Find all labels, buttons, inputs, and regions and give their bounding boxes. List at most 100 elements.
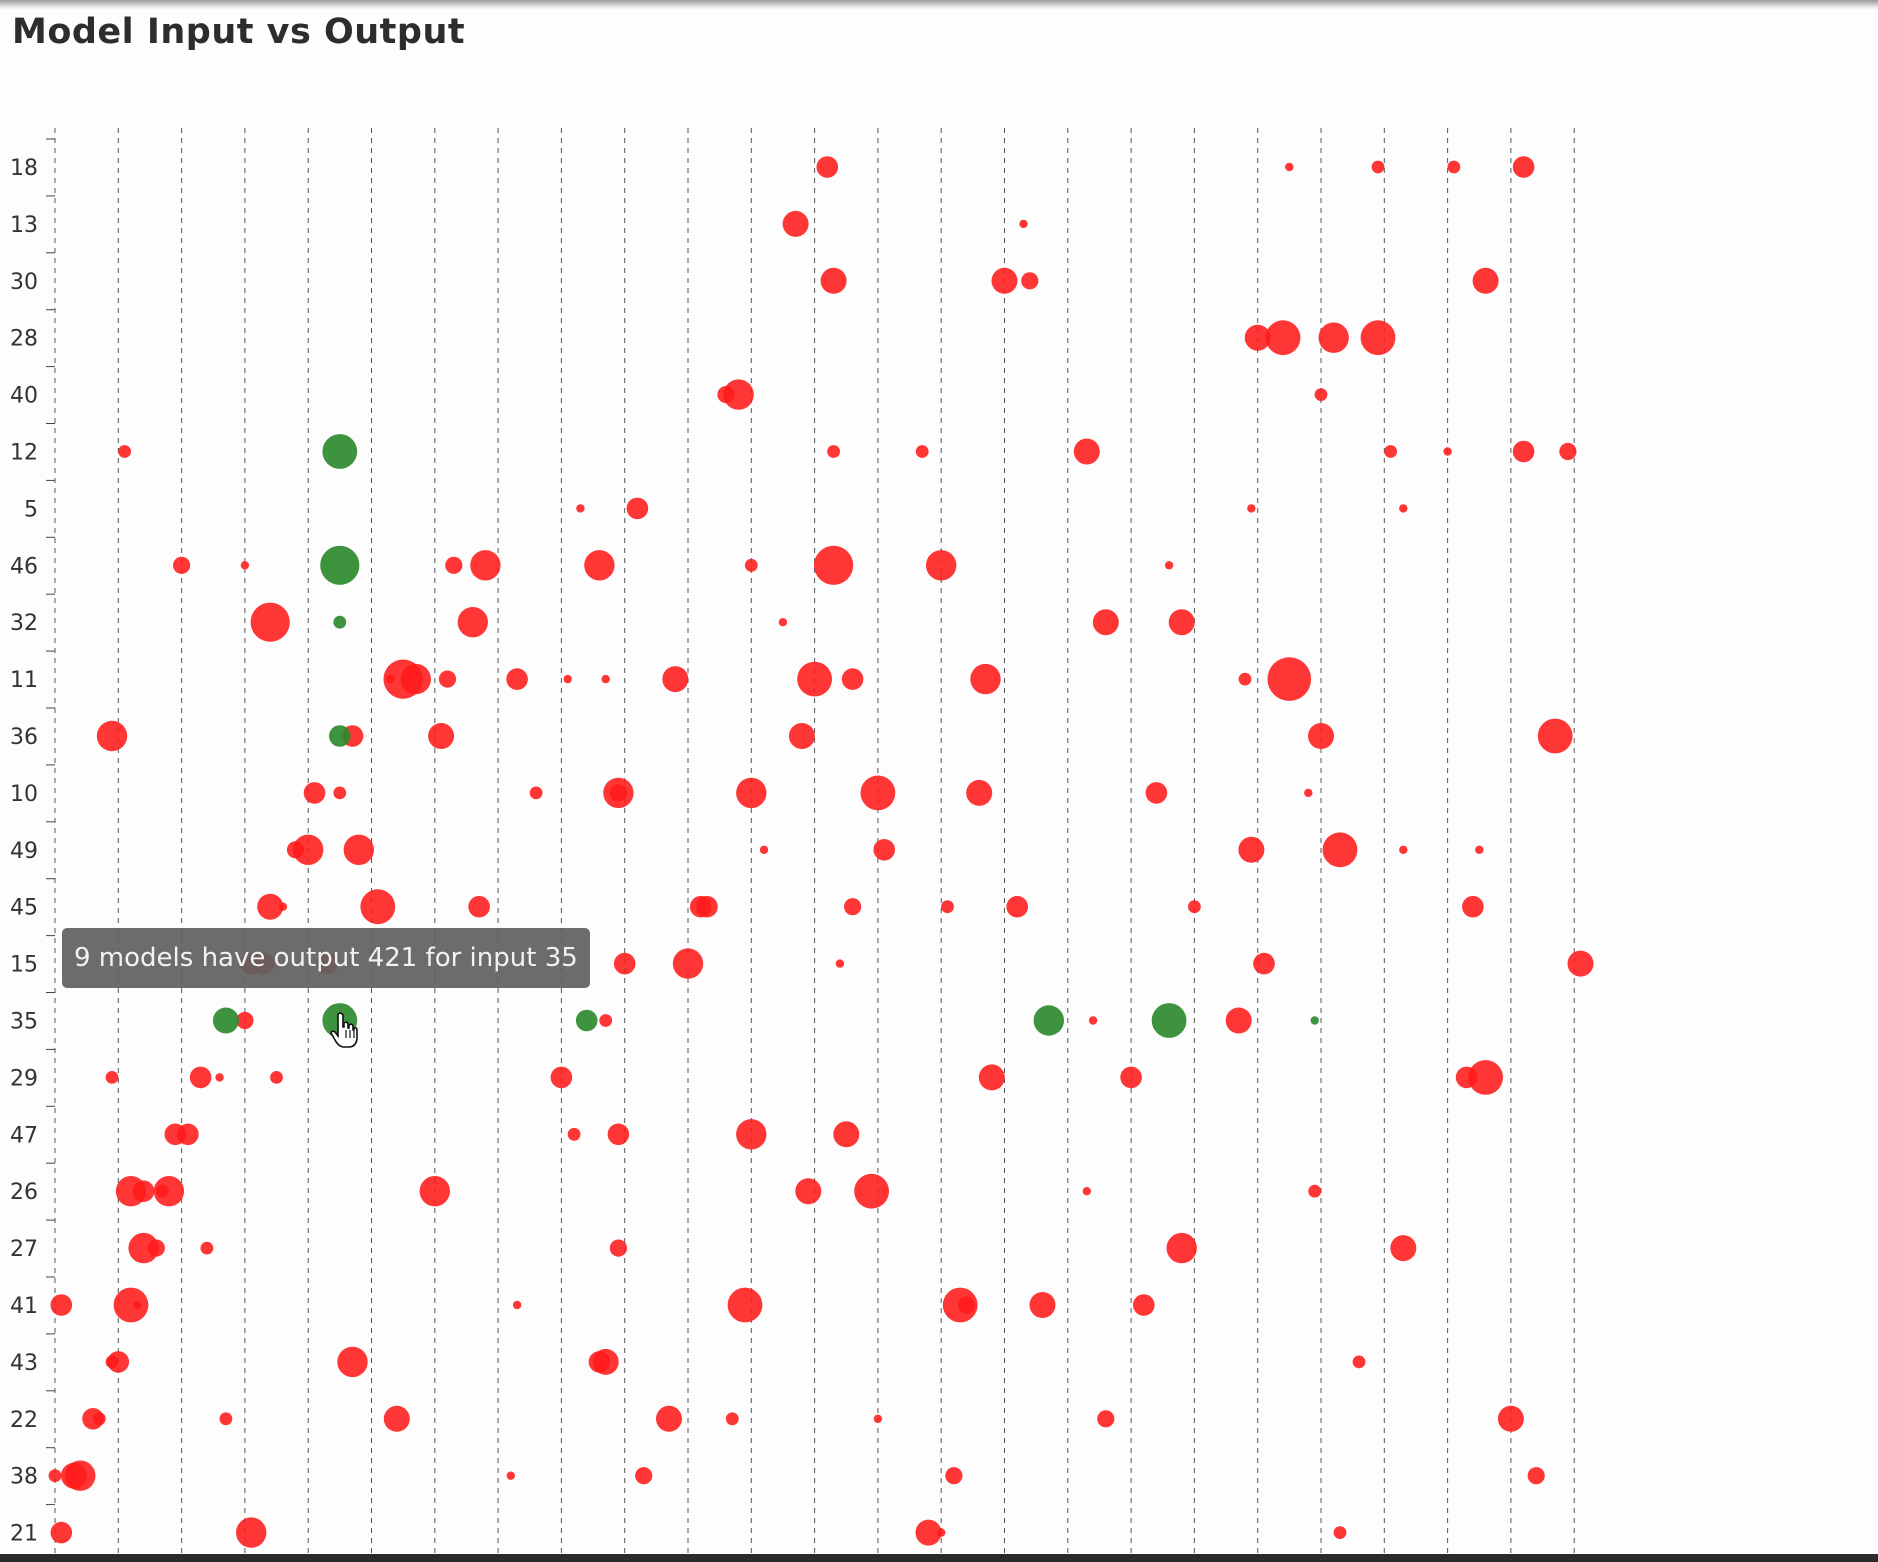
data-point[interactable]	[1447, 160, 1461, 174]
data-point[interactable]	[1097, 1410, 1115, 1428]
data-point[interactable]	[672, 948, 704, 979]
data-point[interactable]	[1308, 1184, 1322, 1198]
data-point[interactable]	[1352, 1355, 1366, 1369]
data-point[interactable]	[725, 1412, 739, 1426]
data-point[interactable]	[1164, 561, 1174, 570]
data-point[interactable]	[860, 775, 896, 811]
data-point[interactable]	[1475, 845, 1484, 854]
data-point[interactable]	[383, 1405, 410, 1432]
data-point[interactable]	[782, 210, 809, 237]
data-point[interactable]	[1318, 322, 1349, 353]
data-point[interactable]	[736, 777, 767, 809]
data-point[interactable]	[626, 497, 649, 520]
data-point[interactable]	[438, 670, 457, 688]
data-point[interactable]	[613, 952, 636, 975]
data-point[interactable]	[1537, 718, 1573, 754]
data-point[interactable]	[1188, 900, 1201, 914]
data-point[interactable]	[1244, 324, 1271, 351]
data-point[interactable]	[1468, 1060, 1503, 1095]
data-point[interactable]	[941, 900, 954, 914]
data-point[interactable]	[915, 1519, 942, 1546]
data-point[interactable]	[592, 1348, 619, 1375]
highlighted-point[interactable]	[1151, 1003, 1187, 1038]
data-point[interactable]	[419, 1176, 450, 1207]
data-point[interactable]	[383, 659, 423, 699]
data-point[interactable]	[173, 556, 191, 574]
data-point[interactable]	[1567, 950, 1594, 977]
data-point[interactable]	[1371, 160, 1385, 174]
highlighted-point[interactable]	[333, 615, 347, 629]
data-point[interactable]	[1512, 440, 1535, 463]
data-point[interactable]	[1253, 952, 1275, 975]
data-point[interactable]	[257, 893, 284, 920]
highlighted-point[interactable]	[212, 1007, 239, 1034]
data-point[interactable]	[844, 898, 862, 916]
data-point[interactable]	[1145, 782, 1168, 804]
data-point[interactable]	[506, 668, 528, 690]
data-point[interactable]	[1019, 219, 1028, 229]
data-point[interactable]	[635, 1467, 653, 1485]
data-point[interactable]	[609, 1239, 628, 1257]
data-point[interactable]	[61, 1462, 87, 1489]
data-point[interactable]	[1021, 272, 1039, 290]
data-point[interactable]	[820, 267, 847, 294]
data-point[interactable]	[293, 834, 324, 865]
data-point[interactable]	[428, 723, 455, 749]
data-point[interactable]	[82, 1408, 104, 1430]
data-point[interactable]	[303, 782, 326, 804]
data-point[interactable]	[386, 674, 395, 684]
data-point[interactable]	[1472, 267, 1499, 294]
data-point[interactable]	[529, 786, 543, 800]
data-point[interactable]	[599, 1014, 613, 1027]
data-point[interactable]	[816, 156, 839, 178]
data-point[interactable]	[609, 784, 628, 802]
data-point[interactable]	[1073, 438, 1100, 465]
data-point[interactable]	[270, 1071, 283, 1084]
data-point[interactable]	[873, 839, 895, 861]
highlighted-point[interactable]	[320, 545, 360, 585]
highlighted-point[interactable]	[322, 434, 358, 469]
data-point[interactable]	[1238, 672, 1252, 686]
data-point[interactable]	[343, 834, 374, 865]
highlighted-point[interactable]	[1033, 1005, 1065, 1036]
data-point[interactable]	[50, 1294, 73, 1316]
data-point[interactable]	[360, 889, 396, 925]
data-point[interactable]	[1225, 1007, 1252, 1034]
data-point[interactable]	[236, 1011, 254, 1030]
data-point[interactable]	[1462, 895, 1484, 918]
data-point[interactable]	[827, 445, 840, 458]
data-point[interactable]	[1265, 320, 1301, 356]
data-point[interactable]	[1455, 1066, 1478, 1089]
data-point[interactable]	[727, 1287, 763, 1323]
data-point[interactable]	[759, 845, 769, 854]
data-point[interactable]	[164, 1123, 187, 1146]
data-point[interactable]	[978, 1064, 1005, 1091]
data-point[interactable]	[337, 1346, 368, 1378]
data-point[interactable]	[1120, 1066, 1142, 1089]
highlighted-point[interactable]	[1310, 1016, 1319, 1025]
data-point[interactable]	[1238, 836, 1265, 863]
data-point[interactable]	[607, 1123, 630, 1146]
data-point[interactable]	[156, 1184, 170, 1198]
data-point[interactable]	[915, 445, 929, 458]
data-point[interactable]	[445, 556, 463, 574]
data-point[interactable]	[1512, 156, 1535, 178]
data-point[interactable]	[601, 674, 610, 684]
data-point[interactable]	[1360, 320, 1396, 356]
data-point[interactable]	[1088, 1016, 1098, 1025]
data-point[interactable]	[506, 1471, 515, 1480]
data-point[interactable]	[788, 723, 815, 749]
data-point[interactable]	[1029, 1292, 1056, 1318]
data-point[interactable]	[567, 1127, 581, 1141]
highlighted-point[interactable]	[329, 725, 351, 747]
data-point[interactable]	[118, 445, 131, 458]
data-point[interactable]	[696, 895, 718, 918]
data-point[interactable]	[1384, 445, 1397, 458]
data-point[interactable]	[1006, 895, 1028, 918]
data-point[interactable]	[662, 666, 689, 693]
data-point[interactable]	[1082, 1187, 1092, 1196]
data-point[interactable]	[873, 1414, 883, 1424]
data-point[interactable]	[189, 1066, 212, 1089]
data-point[interactable]	[1304, 788, 1313, 798]
data-point[interactable]	[50, 1521, 73, 1544]
